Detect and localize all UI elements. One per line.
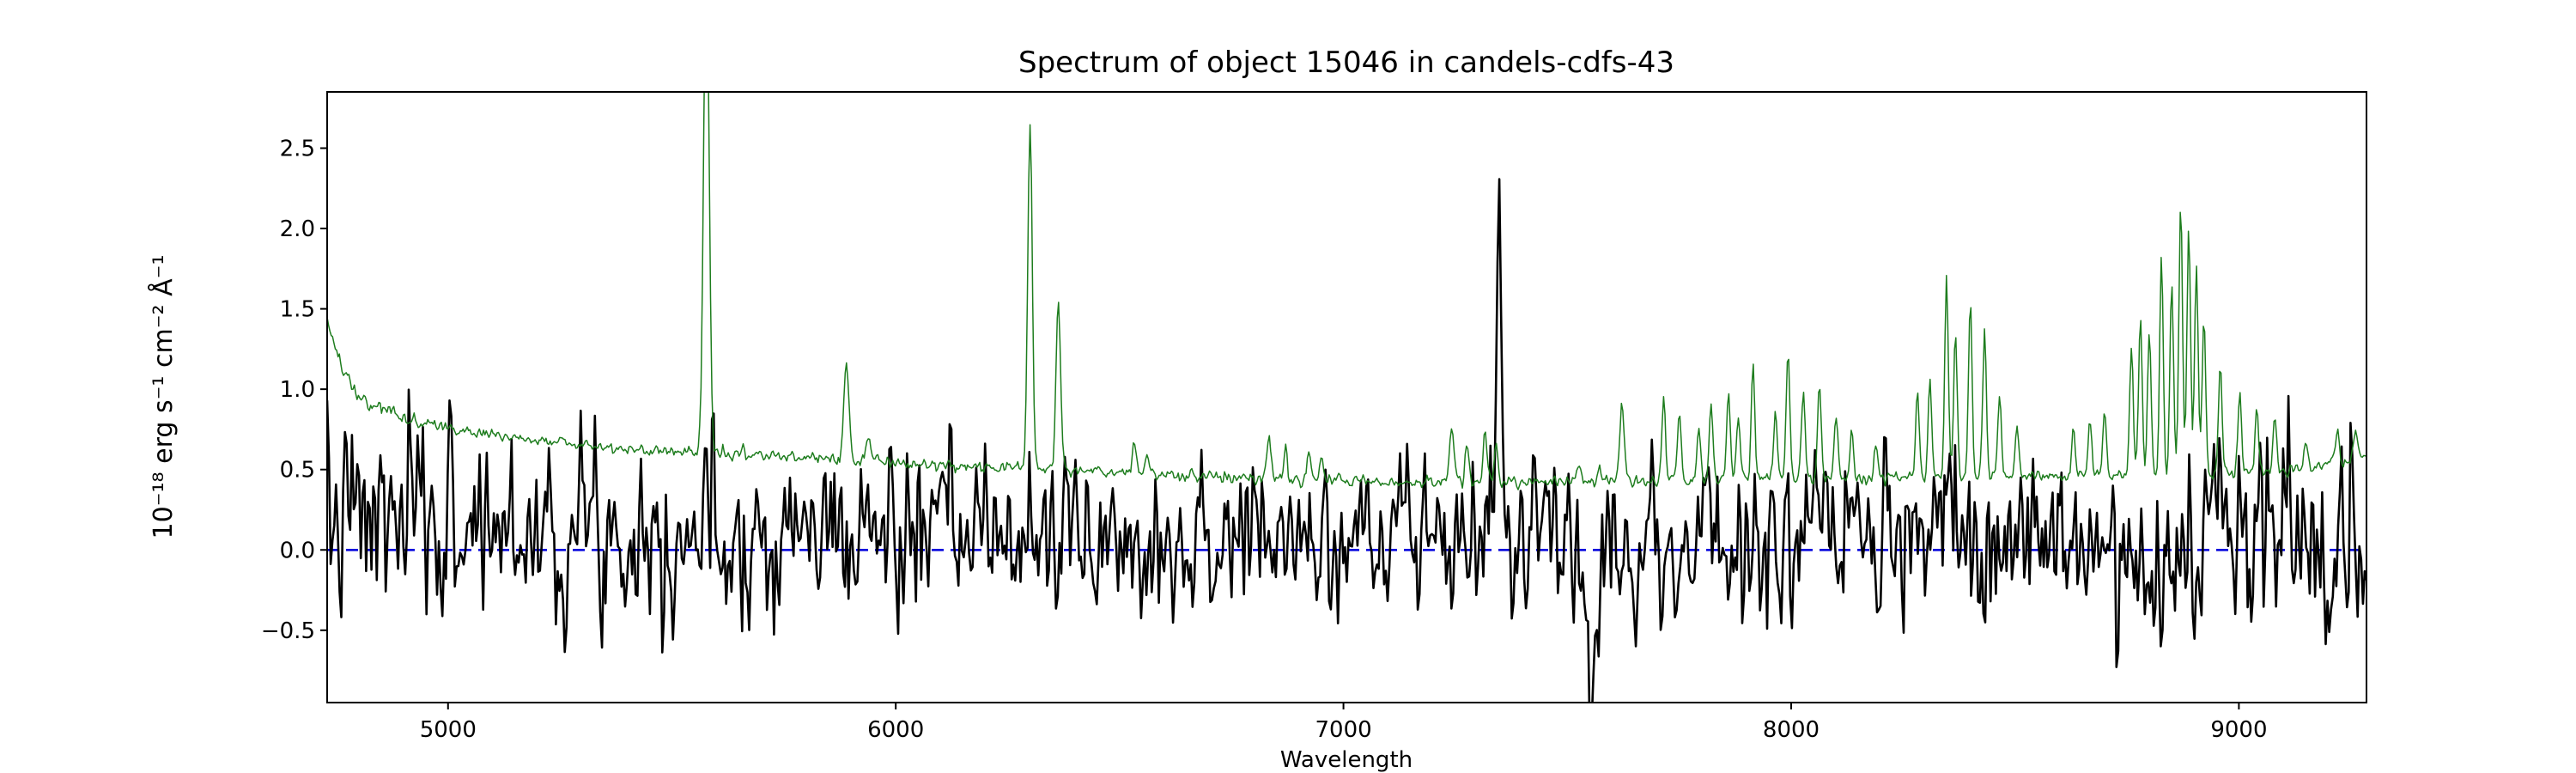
y-tick-label: 1.5 bbox=[280, 297, 315, 323]
axes-frame bbox=[326, 91, 2367, 703]
flux-spectrum-line bbox=[327, 178, 2366, 703]
y-tick-label: −0.5 bbox=[261, 618, 315, 644]
y-axis-label: 10⁻¹⁸ erg s⁻¹ cm⁻² Å⁻¹ bbox=[148, 255, 179, 539]
y-tick-label: 0.5 bbox=[280, 458, 315, 484]
error-spectrum-line bbox=[327, 92, 2366, 490]
y-tick-label: 2.5 bbox=[280, 136, 315, 161]
x-axis-label: Wavelength bbox=[1280, 747, 1413, 773]
x-tick-label: 6000 bbox=[867, 717, 924, 743]
y-tick-label: 2.0 bbox=[280, 216, 315, 242]
chart-title: Spectrum of object 15046 in candels-cdfs… bbox=[1018, 46, 1674, 80]
y-tick-label: 1.0 bbox=[280, 377, 315, 403]
x-tick-label: 5000 bbox=[420, 717, 477, 743]
x-tick-label: 7000 bbox=[1315, 717, 1372, 743]
y-axis-ticks: −0.5 0.0 0.5 1.0 1.5 2.0 2.5 bbox=[261, 136, 327, 644]
x-tick-label: 9000 bbox=[2210, 717, 2267, 743]
plot-series bbox=[327, 92, 2366, 703]
y-tick-label: 0.0 bbox=[280, 538, 315, 563]
x-tick-label: 8000 bbox=[1763, 717, 1820, 743]
x-axis-ticks: 5000 6000 7000 8000 9000 bbox=[420, 703, 2267, 743]
